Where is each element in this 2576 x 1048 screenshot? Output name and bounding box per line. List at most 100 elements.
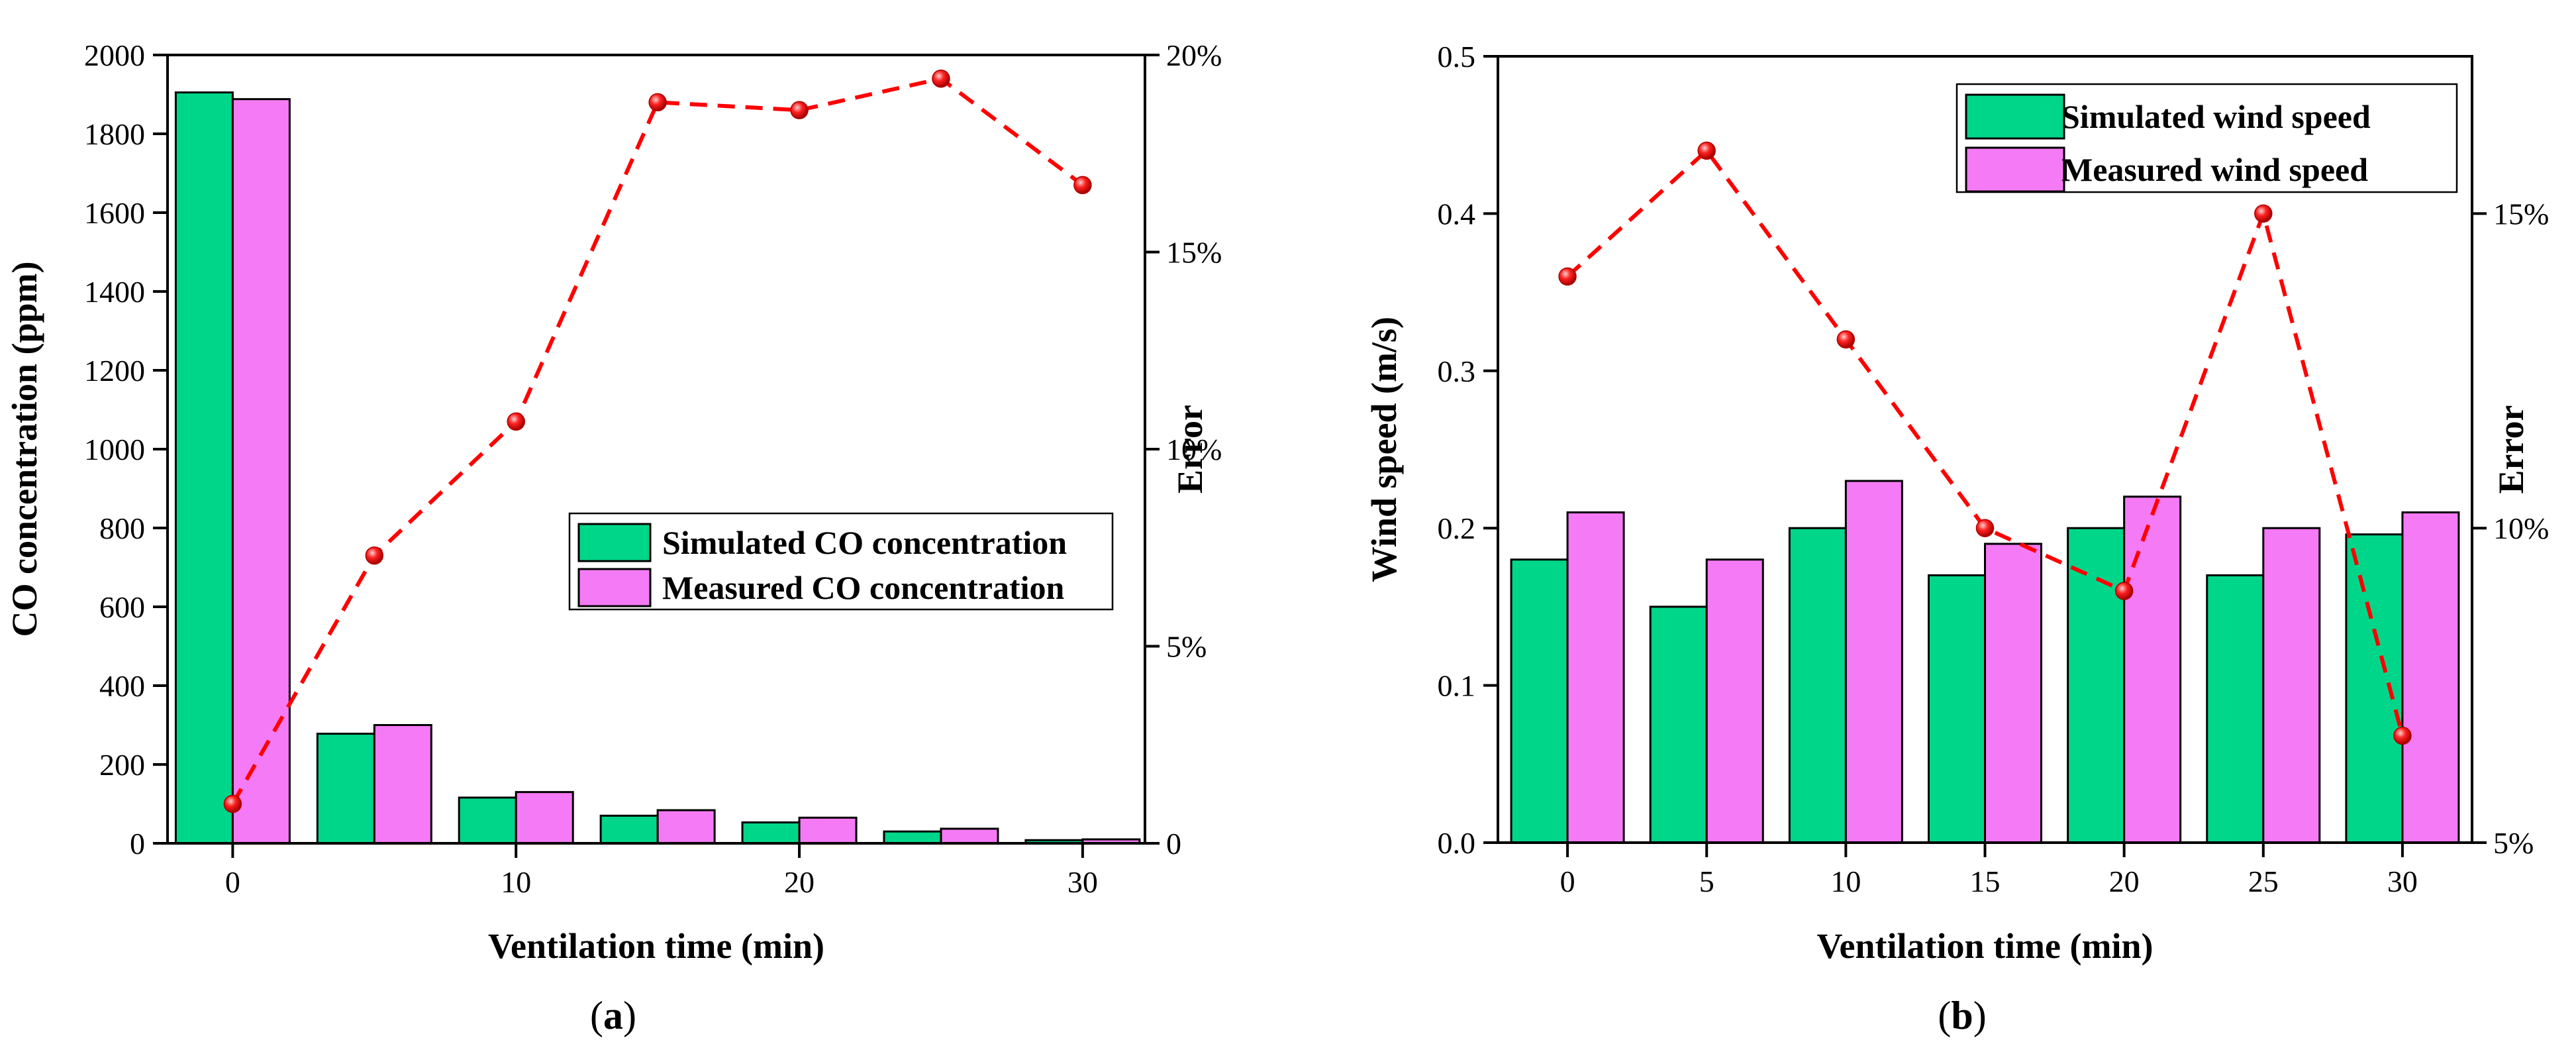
- measured-bar: [373, 724, 432, 845]
- y2-tick-label: 0: [1166, 827, 1181, 861]
- panel-letter: b: [1951, 994, 1973, 1037]
- panel-paren-open: (: [1938, 994, 1951, 1037]
- measured-bar: [1984, 543, 2042, 844]
- error-point: [2114, 582, 2134, 600]
- y-tick-label: 0.3: [1438, 354, 1476, 388]
- legend-swatch: [1965, 93, 2065, 140]
- y2-tick-label: 10%: [1166, 433, 1222, 466]
- measured-bar: [515, 791, 574, 845]
- measured-bar: [656, 809, 716, 845]
- panel-label: (b): [1938, 994, 1986, 1037]
- x-tick-label: 10: [501, 865, 531, 899]
- simulated-bar: [883, 830, 942, 845]
- error-point: [1697, 141, 1716, 160]
- x-axis-label: Ventilation time (min): [1817, 926, 2154, 966]
- legend-label: Measured wind speed: [2061, 151, 2368, 188]
- y-tick-label: 0.2: [1438, 511, 1476, 545]
- x-tick-label: 30: [2387, 865, 2418, 898]
- simulated-bar: [174, 91, 234, 845]
- measured-bar: [2262, 527, 2321, 844]
- y2-tick-label: 15%: [2493, 197, 2549, 231]
- x-tick-label: 20: [784, 865, 815, 899]
- x-axis-label: Ventilation time (min): [488, 926, 824, 966]
- y2-tick-label: 5%: [1166, 630, 1207, 664]
- y-tick-label: 0: [130, 827, 145, 861]
- measured-bar: [1705, 558, 1764, 844]
- panel-label: (a): [590, 994, 636, 1037]
- error-point: [648, 93, 667, 112]
- x-tick-label: 20: [2109, 865, 2140, 898]
- measured-bar: [798, 816, 858, 845]
- y2-axis-label: Error: [2491, 405, 2531, 494]
- error-point: [2393, 726, 2412, 745]
- y-tick-label: 1600: [84, 196, 145, 230]
- plot-frame: [166, 54, 1146, 845]
- simulated-bar: [458, 796, 517, 845]
- simulated-bar: [599, 814, 659, 845]
- error-point: [1073, 176, 1092, 195]
- measured-bar: [2123, 496, 2182, 844]
- legend-label: Simulated CO concentration: [662, 524, 1067, 561]
- y2-axis-label: Error: [1170, 405, 1210, 494]
- y2-tick-label: 15%: [1166, 236, 1222, 270]
- error-point: [1836, 330, 1856, 349]
- x-tick-label: 0: [1560, 865, 1575, 898]
- x-tick-label: 25: [2248, 865, 2279, 898]
- measured-bar: [940, 827, 999, 845]
- error-point: [1558, 267, 1577, 286]
- error-point: [1975, 519, 1995, 537]
- y-tick-label: 200: [99, 748, 145, 782]
- panel-paren-open: (: [590, 994, 603, 1037]
- simulated-bar: [1510, 558, 1569, 844]
- x-tick-label: 30: [1067, 865, 1098, 899]
- legend-swatch: [577, 523, 652, 562]
- y-tick-label: 1800: [84, 117, 145, 151]
- simulated-bar: [2345, 533, 2404, 844]
- legend-swatch: [577, 568, 652, 607]
- y-tick-label: 1200: [84, 354, 145, 388]
- measured-bar: [231, 98, 291, 845]
- simulated-bar: [741, 821, 801, 845]
- measured-bar: [2401, 511, 2460, 844]
- y-tick-label: 0.5: [1438, 40, 1476, 74]
- y-tick-label: 800: [99, 511, 145, 545]
- y-tick-label: 0.4: [1438, 197, 1476, 231]
- error-point: [507, 412, 525, 431]
- y-axis-label: CO concentration (ppm): [5, 262, 44, 637]
- y-tick-label: 1000: [84, 433, 145, 466]
- panel-paren-close: ): [1973, 994, 1987, 1037]
- error-point: [223, 794, 242, 813]
- y-axis-label: Wind speed (m/s): [1364, 317, 1404, 582]
- y-tick-label: 400: [99, 669, 145, 703]
- simulated-bar: [316, 733, 375, 845]
- panel-paren-close: ): [623, 994, 636, 1037]
- simulated-bar: [1649, 605, 1708, 844]
- y2-tick-label: 5%: [2493, 826, 2534, 860]
- y2-tick-label: 20%: [1166, 38, 1222, 72]
- x-tick-label: 0: [225, 865, 240, 899]
- y-tick-label: 2000: [84, 38, 145, 72]
- simulated-bar: [2067, 527, 2126, 844]
- y-tick-label: 1400: [84, 275, 145, 309]
- y2-tick-label: 10%: [2493, 511, 2549, 545]
- y-tick-label: 600: [99, 590, 145, 624]
- simulated-bar: [2206, 574, 2265, 844]
- x-tick-label: 15: [1970, 865, 2001, 898]
- legend-box: [568, 512, 1114, 611]
- error-point: [2254, 204, 2273, 223]
- error-point: [790, 101, 809, 120]
- measured-bar: [1844, 480, 1903, 844]
- x-tick-label: 10: [1830, 865, 1861, 898]
- y-tick-label: 0.0: [1438, 826, 1476, 860]
- chart-b: 0.0 0.1 0.2 0.3 0.4 0.5 5% 10% 15% 0 5 10 15 20 25 30 Ve…: [1364, 40, 2549, 1037]
- panel-letter: a: [603, 994, 623, 1037]
- legend-label: Simulated wind speed: [2061, 98, 2371, 135]
- chart-a: 020040060080010001200140016001800200005%…: [5, 38, 1222, 1037]
- simulated-bar: [1928, 574, 1986, 844]
- simulated-bar: [1788, 527, 1847, 844]
- error-point: [365, 546, 384, 565]
- measured-bar: [1566, 511, 1625, 844]
- error-point: [932, 69, 950, 88]
- x-tick-label: 5: [1699, 865, 1714, 898]
